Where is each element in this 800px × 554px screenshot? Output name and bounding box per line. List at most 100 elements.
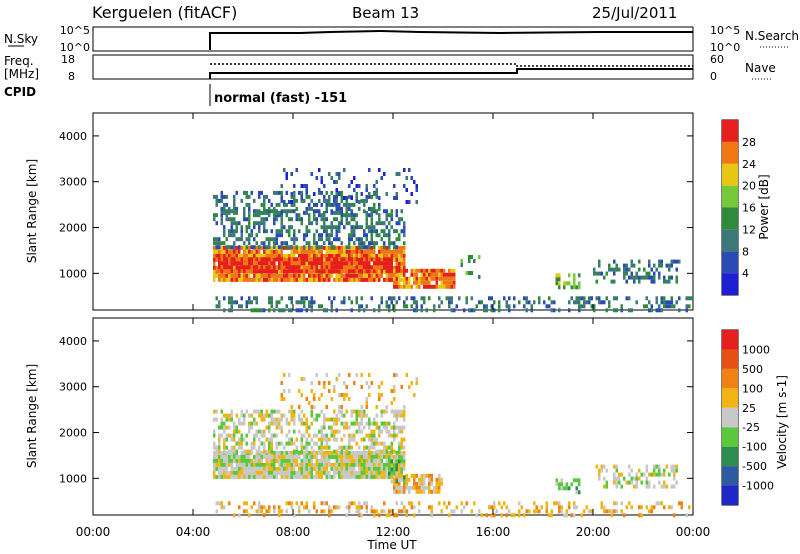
heatmap-cell [600, 464, 603, 469]
heatmap-cell [548, 513, 551, 518]
heatmap-cell [630, 259, 633, 264]
heatmap-cell [428, 473, 431, 478]
heatmap-cell [350, 454, 353, 459]
heatmap-cell [388, 513, 391, 518]
heatmap-cell [438, 268, 441, 273]
heatmap-cell [410, 381, 413, 385]
heatmap-cell [330, 269, 333, 274]
heatmap-cell [448, 280, 451, 285]
heatmap-cell [435, 477, 438, 482]
heatmap-cell [378, 206, 381, 211]
heatmap-cell [235, 441, 238, 446]
heatmap-cell [300, 308, 303, 313]
heatmap-cell [403, 505, 406, 510]
colorbar-tick-label: 100 [742, 382, 763, 395]
heatmap-cell [285, 202, 288, 207]
heatmap-cell [235, 237, 238, 242]
heatmap-cell [233, 253, 236, 258]
heatmap-cell [303, 450, 306, 455]
heatmap-cell [445, 276, 448, 281]
heatmap-cell [235, 249, 238, 254]
heatmap-cell [333, 454, 336, 459]
colorbar-tick-label: 500 [742, 363, 763, 376]
heatmap-cell [390, 277, 393, 282]
heatmap-cell [428, 505, 431, 510]
heatmap-cell [323, 417, 326, 422]
heatmap-cell [280, 441, 283, 446]
heatmap-cell [613, 308, 616, 313]
heatmap-cell [358, 273, 361, 278]
heatmap-cell [575, 486, 578, 491]
heatmap-cell [345, 393, 348, 397]
heatmap-cell [393, 437, 396, 442]
heatmap-cell [268, 300, 271, 305]
heatmap-cell [228, 206, 231, 211]
heatmap-cell [300, 273, 303, 278]
heatmap-cell [348, 194, 351, 199]
heatmap-cell [660, 259, 663, 264]
heatmap-cell [315, 433, 318, 438]
heatmap-cell [258, 413, 261, 418]
heatmap-cell [418, 509, 421, 514]
heatmap-cell [673, 464, 676, 469]
heatmap-cell [343, 474, 346, 479]
heatmap-cell [223, 206, 226, 211]
heatmap-cell [465, 501, 468, 506]
heatmap-cell [613, 296, 616, 301]
heatmap-cell [293, 198, 296, 203]
heatmap-cell [345, 277, 348, 282]
heatmap-cell [378, 261, 381, 266]
heatmap-cell [383, 249, 386, 254]
heatmap-cell [633, 279, 636, 284]
heatmap-cell [600, 271, 603, 276]
heatmap-cell [420, 280, 423, 285]
heatmap-cell [345, 425, 348, 430]
heatmap-cell [235, 449, 238, 454]
heatmap-cell [298, 269, 301, 274]
heatmap-cell [650, 304, 653, 309]
heatmap-cell [365, 405, 368, 409]
heatmap-cell [318, 265, 321, 270]
heatmap-cell [250, 277, 253, 282]
heatmap-cell [328, 241, 331, 246]
power-colorbar [722, 120, 738, 295]
heatmap-cell [278, 450, 281, 455]
heatmap-cell [265, 253, 268, 258]
heatmap-cell [245, 257, 248, 262]
heatmap-cell [293, 429, 296, 434]
heatmap-cell [355, 458, 358, 463]
heatmap-cell [263, 417, 266, 422]
heatmap-cell [415, 481, 418, 486]
heatmap-cell [310, 172, 313, 176]
heatmap-cell [313, 217, 316, 222]
heatmap-cell [605, 308, 608, 313]
heatmap-cell [323, 225, 326, 230]
heatmap-cell [400, 257, 403, 262]
heatmap-cell [320, 261, 323, 266]
heatmap-cell [563, 285, 566, 290]
heatmap-cell [290, 417, 293, 422]
heatmap-cell [250, 505, 253, 510]
heatmap-cell [490, 513, 493, 518]
heatmap-cell [368, 194, 371, 199]
heatmap-cell [415, 381, 418, 385]
heatmap-cell [403, 417, 406, 422]
heatmap-cell [275, 217, 278, 222]
heatmap-cell [395, 192, 398, 196]
heatmap-cell [253, 237, 256, 242]
heatmap-cell [243, 269, 246, 274]
heatmap-cell [245, 229, 248, 234]
heatmap-cell [395, 276, 398, 281]
heatmap-cell [575, 490, 578, 495]
heatmap-cell [223, 470, 226, 475]
heatmap-cell [315, 217, 318, 222]
heatmap-cell [355, 462, 358, 467]
heatmap-cell [558, 281, 561, 286]
heatmap-cell [288, 458, 291, 463]
nsearch-tick-top: 10^5 [710, 24, 740, 37]
heatmap-cell [340, 458, 343, 463]
heatmap-cell [275, 458, 278, 463]
heatmap-cell [225, 462, 228, 467]
heatmap-cell [335, 198, 338, 203]
heatmap-cell [633, 275, 636, 280]
